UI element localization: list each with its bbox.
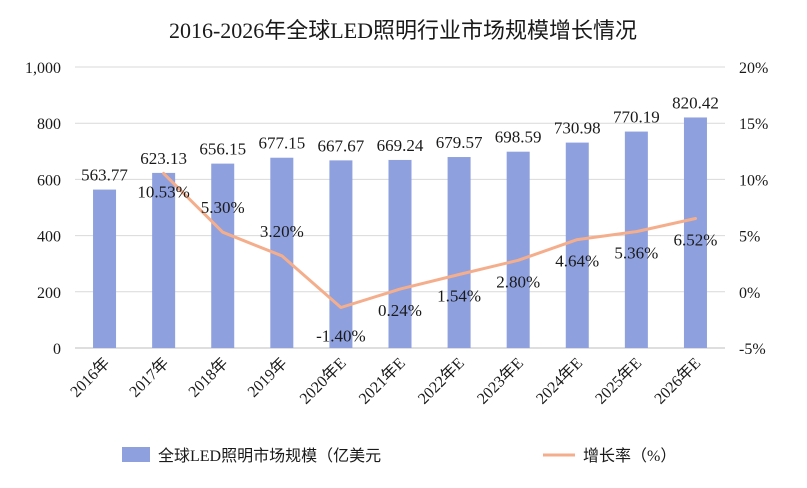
bar — [388, 159, 412, 348]
y-axis-left: 0 200 400 600 800 1,000 — [25, 60, 61, 358]
bar — [624, 131, 648, 348]
y-left-tick-label: 800 — [37, 116, 61, 133]
y-left-tick-label: 600 — [37, 172, 61, 189]
bar-value-label: 679.57 — [436, 133, 483, 152]
y-right-tick-label: -5% — [739, 341, 766, 358]
line-value-label: -1.40% — [316, 327, 366, 346]
y-right-tick-label: 5% — [739, 229, 760, 246]
y-left-tick-label: 400 — [37, 229, 61, 246]
bar-value-label: 656.15 — [199, 140, 246, 159]
bar — [93, 189, 117, 348]
bar — [506, 151, 530, 348]
y-left-tick-label: 1,000 — [25, 60, 61, 77]
bar-value-label: 770.19 — [613, 108, 660, 127]
x-tick-label: 2026年E — [651, 354, 705, 408]
line-series — [162, 171, 697, 309]
y-axis-right: -5% 0% 5% 10% 15% 20% — [739, 60, 768, 358]
line-value-label: 6.52% — [673, 231, 717, 250]
chart-title: 2016-2026年全球LED照明行业市场规模增长情况 — [169, 18, 637, 43]
x-tick-label: 2020年E — [296, 354, 350, 408]
bar-value-label: 698.59 — [495, 128, 542, 147]
bar — [447, 157, 471, 348]
bar-value-label: 563.77 — [81, 166, 128, 185]
bar — [565, 142, 589, 348]
bar-value-label: 623.13 — [140, 149, 187, 168]
x-tick-label: 2022年E — [414, 354, 468, 408]
line-value-label: 4.64% — [555, 252, 599, 271]
bar-data-labels: 563.77 623.13 656.15 677.15 667.67 669.24 679.… — [81, 93, 719, 184]
bar — [683, 117, 707, 349]
x-tick-label: 2023年E — [473, 354, 527, 408]
bar-value-label: 667.67 — [318, 136, 365, 155]
y-right-tick-label: 15% — [739, 116, 768, 133]
x-tick-label: 2017年 — [126, 354, 173, 401]
y-right-tick-label: 20% — [739, 60, 768, 77]
growth-rate-line — [162, 171, 697, 309]
line-data-labels: 10.53% 5.30% 3.20% -1.40% 0.24% 1.54% 2.80% 4.6… — [137, 182, 717, 345]
legend-label-bar: 全球LED照明市场规模（亿美元 — [158, 447, 381, 465]
x-tick-label: 2025年E — [592, 354, 646, 408]
x-tick-label: 2019年 — [244, 354, 291, 401]
x-tick-label: 2021年E — [355, 354, 409, 408]
legend: 全球LED照明市场规模（亿美元 增长率（%） — [122, 447, 676, 465]
legend-label-line: 增长率（%） — [583, 447, 676, 465]
line-value-label: 1.54% — [437, 286, 481, 305]
line-value-label: 3.20% — [260, 222, 304, 241]
line-value-label: 5.36% — [614, 244, 658, 263]
line-value-label: 5.30% — [201, 198, 245, 217]
bar — [329, 160, 353, 348]
x-tick-label: 2016年 — [67, 354, 114, 401]
legend-swatch-bar — [122, 447, 150, 462]
bar-value-label: 669.24 — [377, 136, 424, 155]
line-value-label: 10.53% — [137, 182, 189, 201]
y-left-tick-label: 0 — [53, 341, 61, 358]
x-tick-label: 2024年E — [533, 354, 587, 408]
line-value-label: 0.24% — [378, 301, 422, 320]
y-right-tick-label: 0% — [739, 285, 760, 302]
line-value-label: 2.80% — [496, 272, 540, 291]
y-right-tick-label: 10% — [739, 172, 768, 189]
y-left-tick-label: 200 — [37, 285, 61, 302]
bar — [270, 157, 294, 348]
x-axis: 2016年 2017年 2018年 2019年 2020年E 2021年E 2022年E 20… — [67, 354, 705, 408]
bar-value-label: 730.98 — [554, 119, 601, 138]
bar-value-label: 677.15 — [258, 134, 305, 153]
bar-value-label: 820.42 — [672, 93, 719, 112]
bar — [152, 172, 176, 348]
x-tick-label: 2018年 — [185, 354, 232, 401]
bar — [211, 163, 235, 348]
